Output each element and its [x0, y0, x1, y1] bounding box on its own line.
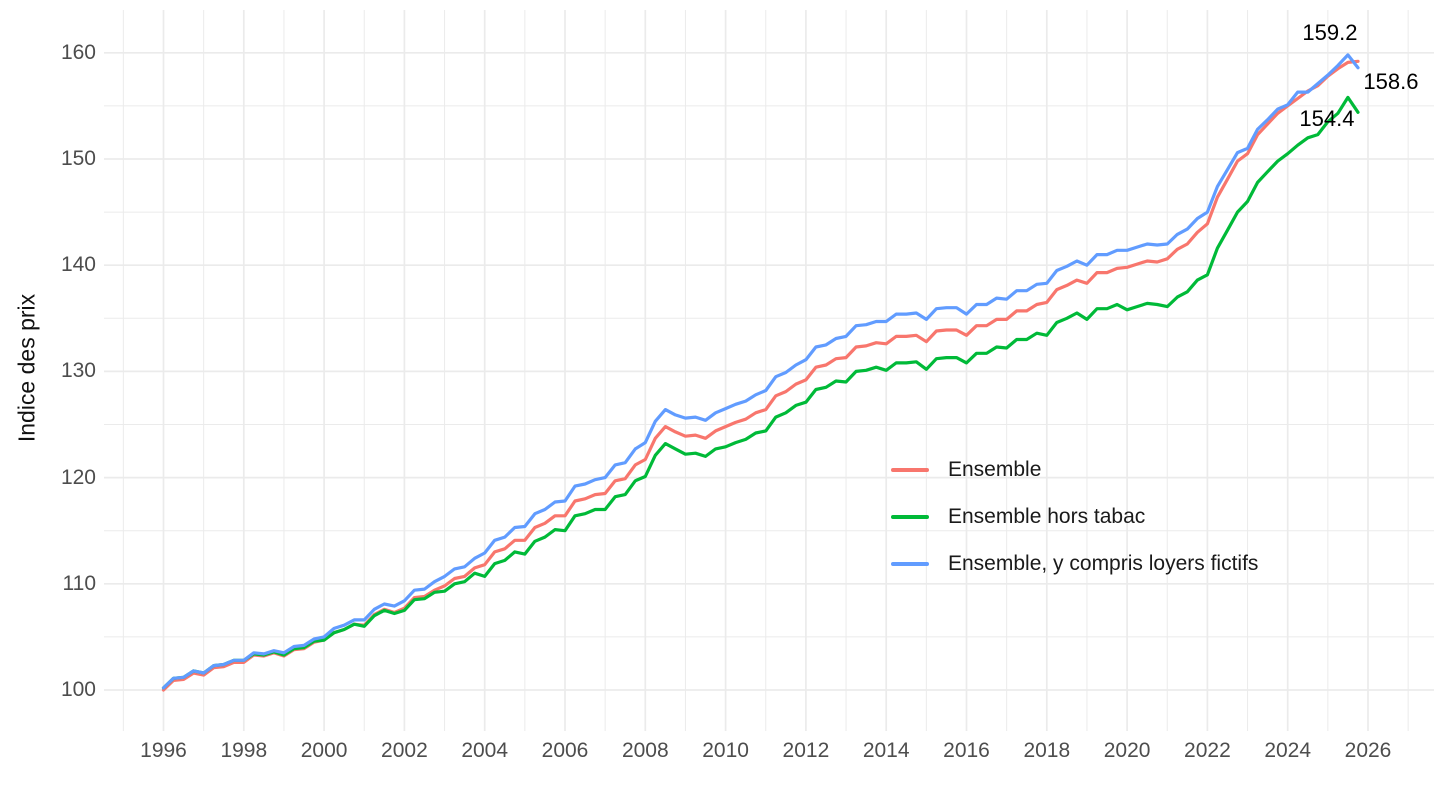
legend-swatch-ensemble — [891, 467, 929, 472]
y-tick-label: 150 — [60, 147, 96, 170]
x-tick-label: 1996 — [140, 739, 187, 762]
legend-item-loyers-fictifs: Ensemble, y compris loyers fictifs — [891, 540, 1258, 587]
y-tick-label: 110 — [62, 571, 96, 595]
end-value-label-loyers-fictifs: 158.6 — [1363, 68, 1419, 94]
y-tick-label: 120 — [60, 465, 96, 489]
x-tick-label: 2002 — [381, 739, 428, 762]
x-tick-label: 2024 — [1264, 739, 1312, 762]
legend-label: Ensemble — [948, 457, 1042, 481]
x-tick-label: 2004 — [461, 739, 509, 762]
x-tick-label: 2006 — [541, 739, 589, 762]
series-line-ensemble — [161, 59, 1360, 692]
end-value-label-hors-tabac: 154.4 — [1299, 106, 1355, 132]
x-tick-label: 2014 — [862, 739, 910, 762]
x-tick-label: 2012 — [782, 739, 830, 762]
legend-label: Ensemble, y compris loyers fictifs — [948, 551, 1259, 575]
x-tick-label: 2022 — [1184, 739, 1231, 762]
legend-item-ensemble: Ensemble — [891, 446, 1258, 493]
x-tick-label: 2018 — [1023, 739, 1071, 762]
x-tick-label: 2010 — [702, 739, 749, 762]
x-tick-label: 2008 — [621, 739, 669, 762]
series-line-loyers-fictifs — [161, 53, 1360, 690]
series-line-hors-tabac — [161, 95, 1360, 690]
y-tick-label: 130 — [60, 359, 96, 383]
y-tick-label: 100 — [60, 678, 96, 701]
legend-swatch-loyers-fictifs — [891, 561, 929, 566]
legend-item-hors-tabac: Ensemble hors tabac — [891, 493, 1258, 540]
x-tick-label: 1998 — [220, 739, 268, 762]
legend-swatch-hors-tabac — [891, 514, 929, 519]
x-tick-label: 2016 — [943, 739, 990, 762]
x-tick-label: 2026 — [1344, 739, 1392, 762]
end-value-label-ensemble: 159.2 — [1302, 20, 1358, 46]
legend-label: Ensemble hors tabac — [948, 504, 1146, 528]
x-tick-label: 2020 — [1103, 739, 1151, 762]
y-tick-label: 140 — [60, 253, 96, 277]
x-tick-label: 2000 — [300, 739, 348, 762]
legend: Ensemble Ensemble hors tabac Ensemble, y… — [891, 446, 1258, 587]
y-tick-label: 160 — [60, 40, 96, 64]
